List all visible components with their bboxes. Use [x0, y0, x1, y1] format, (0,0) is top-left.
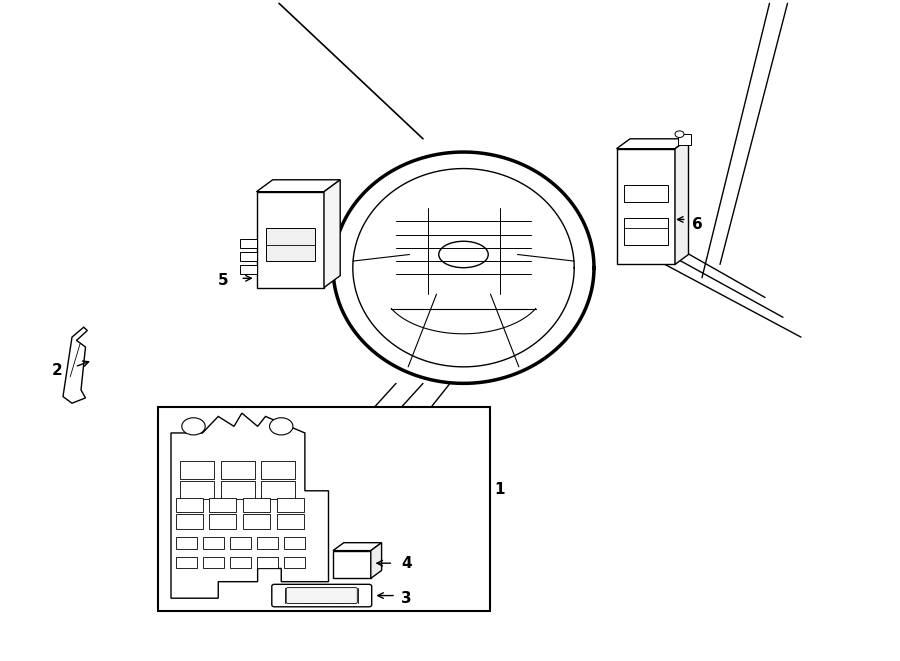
- Bar: [261, 481, 295, 499]
- Polygon shape: [333, 543, 382, 551]
- Bar: [277, 498, 304, 512]
- Polygon shape: [371, 543, 382, 578]
- Bar: [240, 239, 257, 248]
- Bar: [243, 498, 270, 512]
- Polygon shape: [616, 139, 688, 149]
- Circle shape: [270, 418, 293, 435]
- Bar: [261, 461, 295, 479]
- Bar: [240, 252, 257, 261]
- Bar: [256, 537, 278, 549]
- Polygon shape: [63, 327, 87, 403]
- Circle shape: [675, 131, 684, 137]
- Text: 6: 6: [692, 217, 703, 232]
- Bar: [220, 481, 255, 499]
- Bar: [240, 265, 257, 274]
- Bar: [624, 185, 668, 202]
- Text: 4: 4: [401, 556, 412, 570]
- Circle shape: [182, 418, 205, 435]
- Polygon shape: [675, 139, 688, 264]
- Bar: [230, 557, 251, 568]
- Text: 1: 1: [494, 482, 505, 496]
- Bar: [284, 557, 305, 568]
- Bar: [209, 514, 236, 529]
- Bar: [256, 192, 324, 288]
- Bar: [616, 149, 675, 264]
- Bar: [277, 514, 304, 529]
- Bar: [333, 551, 371, 578]
- Text: 3: 3: [401, 591, 412, 605]
- Bar: [202, 537, 224, 549]
- Bar: [202, 557, 224, 568]
- Bar: [180, 461, 214, 479]
- Polygon shape: [171, 413, 328, 598]
- Bar: [176, 514, 202, 529]
- Polygon shape: [256, 180, 340, 192]
- FancyBboxPatch shape: [286, 588, 357, 603]
- Bar: [243, 514, 270, 529]
- Text: 2: 2: [52, 363, 63, 377]
- Bar: [230, 537, 251, 549]
- Bar: [678, 134, 691, 145]
- Bar: [284, 537, 305, 549]
- Bar: [180, 481, 214, 499]
- Bar: [176, 557, 197, 568]
- Bar: [176, 537, 197, 549]
- Polygon shape: [324, 180, 340, 288]
- Bar: [220, 461, 255, 479]
- Bar: [209, 498, 236, 512]
- Bar: [266, 228, 315, 261]
- Bar: [624, 218, 668, 245]
- Bar: [176, 498, 202, 512]
- Bar: [158, 407, 491, 611]
- Text: 5: 5: [218, 274, 229, 288]
- FancyBboxPatch shape: [272, 584, 372, 607]
- Bar: [256, 557, 278, 568]
